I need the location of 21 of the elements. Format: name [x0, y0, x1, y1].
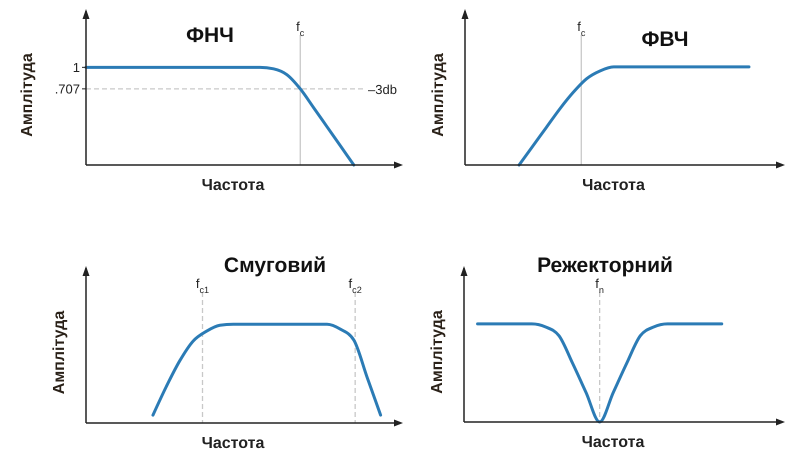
- chart-title: Смуговий: [224, 254, 326, 277]
- chart-title: ФВЧ: [641, 28, 689, 51]
- annotation: f$_{c}$: [296, 19, 305, 38]
- text: f$_{c}$: [577, 19, 586, 38]
- y-axis-title: Амплітуда: [429, 310, 446, 394]
- x-axis-title: Частота: [202, 435, 264, 452]
- text: f$_{n}$: [595, 276, 604, 295]
- chart-title: Режекторний: [537, 254, 673, 277]
- text: f$_{c1}$: [196, 276, 210, 295]
- x-axis-title: Частота: [582, 434, 644, 451]
- line-series: [84, 66, 356, 166]
- text: f$_{c2}$: [348, 276, 362, 295]
- y-axis-title: Амплітуда: [19, 53, 36, 137]
- text: ФНЧ: [186, 24, 234, 47]
- ref-line-label: –3db: [368, 82, 397, 97]
- x-axis-title: Частота: [582, 177, 645, 194]
- x-axis-title: Частота: [202, 177, 264, 194]
- y-axis-title: Амплітуда: [430, 53, 447, 137]
- y-axis-title: Амплітуда: [51, 310, 68, 394]
- y-tick-label: .707: [54, 81, 80, 96]
- y-tick-label: 1: [72, 60, 80, 75]
